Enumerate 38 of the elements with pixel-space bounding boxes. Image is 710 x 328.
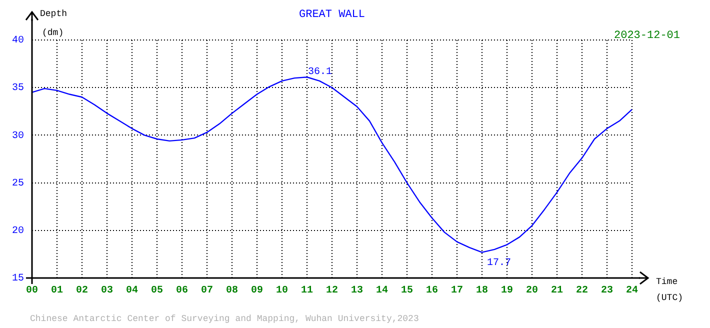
y-axis-title: Depth (dm) [40, 9, 68, 38]
x-tick-label: 00 [26, 286, 38, 297]
x-axis-title: Time (UTC) [656, 277, 684, 303]
x-tick-label: 08 [226, 286, 238, 297]
x-tick-label: 12 [326, 286, 338, 297]
x-tick-label: 07 [200, 286, 214, 297]
annotation: 2023-12-01 [614, 30, 680, 42]
annotation: 36.1 [308, 66, 332, 78]
x-tick-label: 06 [176, 286, 188, 297]
y-tick-label: 40 [12, 36, 24, 47]
x-tick-label: 15 [400, 286, 414, 297]
x-tick-label: 17 [450, 286, 464, 297]
x-tick-label: 02 [76, 286, 88, 297]
x-tick-label: 01 [50, 286, 64, 297]
x-tick-label: 23 [600, 286, 614, 297]
x-tick-label: 14 [376, 286, 388, 297]
y-tick-label: 30 [12, 130, 24, 142]
chart-title: GREAT WALL [298, 9, 366, 21]
x-tick-label: 20 [526, 286, 538, 297]
x-tick-label: 16 [426, 286, 438, 297]
x-tick-label: 11 [300, 286, 314, 297]
x-tick-label: 13 [350, 286, 364, 297]
x-tick-label: 19 [500, 286, 514, 297]
x-tick-label: 09 [250, 286, 264, 297]
y-tick-label: 20 [12, 226, 24, 238]
y-tick-label: 25 [12, 178, 24, 190]
text: Chinese Antarctic Center of Surveying and Mapping, Wuhan University,2023 [30, 314, 419, 324]
x-tick-label: 04 [126, 286, 138, 297]
x-tick-label: 22 [576, 286, 588, 297]
annotation: 17.7 [487, 258, 512, 269]
y-tick-label: 15 [12, 274, 24, 285]
x-tick-label: 18 [476, 286, 488, 297]
x-tick-label: 10 [276, 286, 288, 297]
x-tick-label: 05 [150, 286, 164, 297]
x-tick-label: 24 [626, 286, 638, 297]
x-tick-label: 03 [100, 286, 114, 297]
x-tick-label: 21 [550, 286, 564, 297]
y-tick-label: 35 [12, 83, 24, 94]
